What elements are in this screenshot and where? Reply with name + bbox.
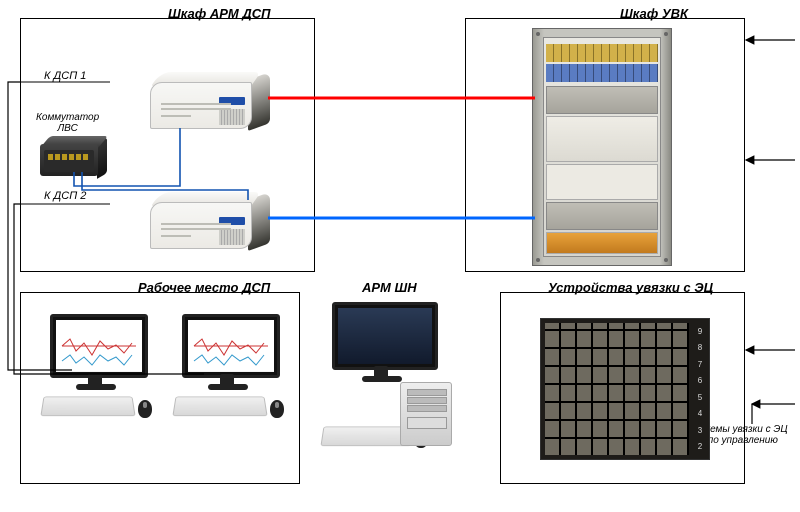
device-relay-panel: 9 8 7 6 5 4 3 2 (540, 318, 710, 460)
title-arm-dsp: Шкаф АРМ ДСП (168, 6, 270, 21)
label-commutator: КоммутаторЛВС (36, 112, 99, 134)
label-kdsp2: К ДСП 2 (44, 190, 86, 202)
device-rack (532, 28, 672, 266)
label-caption: Схемы увязки с ЭЦпо управлению (698, 424, 788, 446)
device-workstation-1 (36, 314, 156, 424)
screen-graphic-icon (188, 320, 274, 372)
screen-graphic-icon (56, 320, 142, 372)
label-kdsp1: К ДСП 1 (44, 70, 86, 82)
device-workstation-2 (168, 314, 288, 424)
title-uvk: Шкаф УВК (620, 6, 688, 21)
title-arm-shn: АРМ ШН (362, 280, 417, 295)
device-switch (40, 136, 110, 176)
relay-row-numbers: 9 8 7 6 5 4 3 2 (693, 323, 707, 455)
device-ipc-2 (150, 192, 270, 247)
title-workplace: Рабочее место ДСП (138, 280, 270, 295)
device-arm-shn-tower (400, 382, 452, 446)
device-ipc-1 (150, 72, 270, 127)
title-interface: Устройства увязки с ЭЦ (548, 280, 713, 295)
